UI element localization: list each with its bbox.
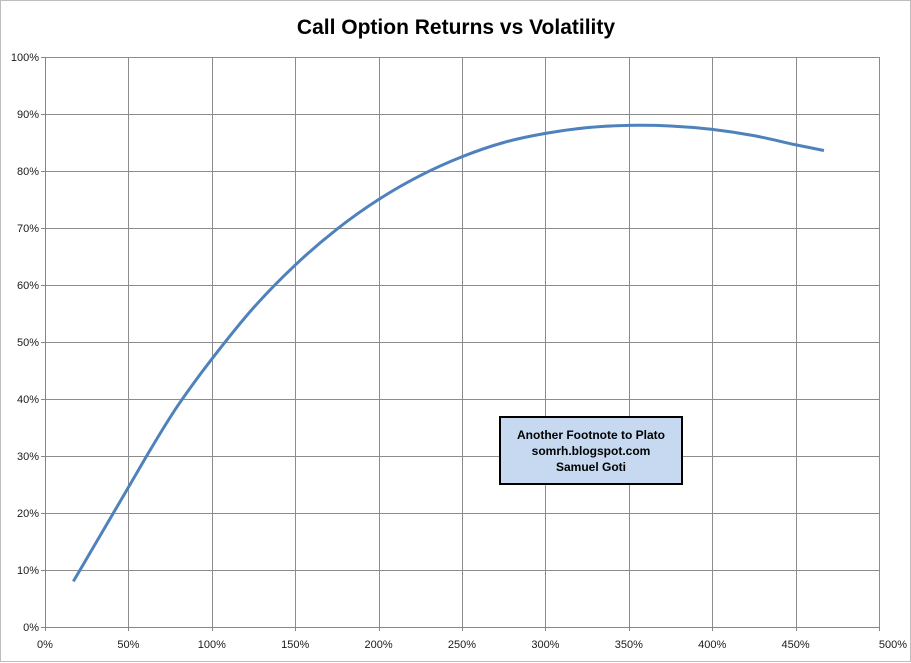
x-tick-label: 400%	[698, 639, 726, 651]
series-layer	[72, 123, 825, 583]
y-tick-label: 10%	[17, 565, 39, 577]
x-tick-label: 250%	[448, 639, 476, 651]
x-tick-label: 350%	[615, 639, 643, 651]
annotation-line-3: Samuel Goti	[555, 459, 626, 474]
x-tick-label: 50%	[117, 639, 139, 651]
annotation-line-1: Another Footnote to Plato	[517, 427, 665, 442]
y-tick-label: 60%	[17, 280, 39, 292]
y-tick-label: 40%	[17, 394, 39, 406]
y-tick-label: 50%	[17, 337, 39, 349]
x-tick-label: 0%	[37, 639, 53, 651]
annotation-line-2: somrh.blogspot.com	[531, 443, 651, 458]
y-tick-label: 90%	[17, 109, 39, 121]
y-tick-label: 30%	[17, 451, 39, 463]
x-tick-label: 150%	[281, 639, 309, 651]
x-tick-label: 300%	[531, 639, 559, 651]
grid	[41, 57, 880, 631]
x-tick-label: 100%	[198, 639, 226, 651]
x-tick-label: 500%	[879, 639, 907, 651]
y-axis-ticks: 0% 10% 20% 30% 40% 50% 60% 70% 80% 90% 100%	[11, 52, 39, 634]
x-axis-ticks: 0% 50% 100% 150% 200% 250% 300% 350% 400% 450% 500…	[37, 639, 907, 651]
x-tick-label: 200%	[365, 639, 393, 651]
y-tick-label: 0%	[23, 622, 39, 634]
y-tick-label: 100%	[11, 52, 39, 64]
y-tick-label: 20%	[17, 508, 39, 520]
x-tick-label: 450%	[782, 639, 810, 651]
y-tick-label: 70%	[17, 223, 39, 235]
y-tick-label: 80%	[17, 166, 39, 178]
annotation-box: Another Footnote to Plato somrh.blogspot…	[499, 416, 683, 485]
chart-title: Call Option Returns vs Volatility	[297, 16, 615, 39]
series-line	[72, 123, 825, 583]
